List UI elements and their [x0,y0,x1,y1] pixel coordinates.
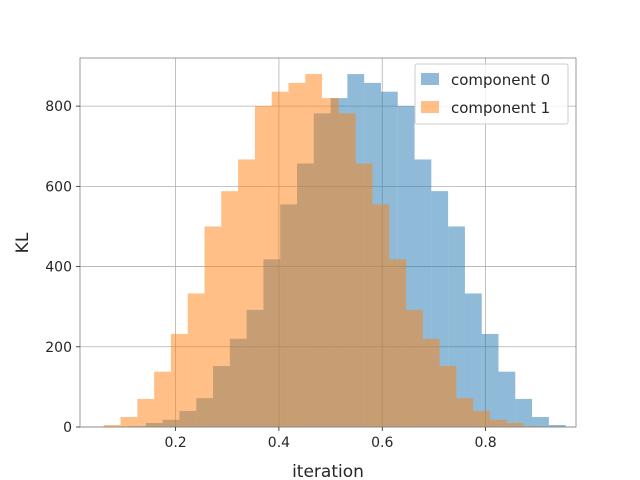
histogram-bar [355,163,373,427]
x-tick-label: 0.8 [474,435,496,451]
plot-frame [79,57,577,428]
y-tick-label: 800 [45,99,72,115]
histogram-bar [137,398,155,427]
x-tick-label: 0.4 [268,435,290,451]
y-tick-label: 400 [45,260,72,276]
histogram-bar [305,74,323,427]
histogram-bar [288,82,306,427]
y-tick-label: 0 [63,420,72,436]
histogram-bar [439,366,457,427]
histogram-bar [473,410,490,427]
histogram-bar [271,91,289,427]
y-axis-label: KL [13,232,33,253]
histogram-bar [389,259,407,427]
x-axis-ticks: 0.2 0.4 0.6 0.8 [164,427,497,451]
x-axis-label: iteration [292,462,364,480]
histogram-bar [506,422,524,427]
histogram-bar [489,419,507,427]
histogram-bar [481,333,499,427]
legend-swatch-component-0 [421,73,439,85]
y-axis-ticks: 0 200 400 600 800 [45,99,80,436]
histogram-bar [456,398,474,427]
x-tick-label: 0.6 [371,435,393,451]
histogram-bar [170,333,188,427]
y-tick-label: 600 [45,179,72,195]
x-tick-label: 0.2 [164,435,186,451]
histogram-bar [254,106,272,427]
histogram-bar [406,309,423,427]
legend-box [414,63,569,125]
legend-label-component-0: component 0 [451,71,550,89]
histogram-bar [464,293,482,427]
histogram-bar [238,159,255,427]
histogram-bar [103,424,121,427]
histogram-bar [532,416,549,427]
histogram-bar [204,226,222,427]
y-tick-label: 200 [45,340,72,356]
histogram-bar [338,113,356,427]
histogram-bar [498,371,516,427]
legend: component 0 component 1 [414,63,569,125]
histogram-bar [187,293,205,427]
histogram-bar [372,204,390,427]
series-component-1-bars [103,74,541,427]
histogram-bar [120,416,138,427]
legend-label-component-1: component 1 [451,99,550,117]
legend-swatch-component-1 [421,101,439,113]
histogram-bar [515,398,533,427]
histogram-bar [523,426,541,427]
histogram-bar [548,424,566,427]
histogram-bar [221,191,239,427]
histogram-bar [154,371,171,427]
histogram-bar [322,98,339,427]
histogram-bar [422,338,440,427]
